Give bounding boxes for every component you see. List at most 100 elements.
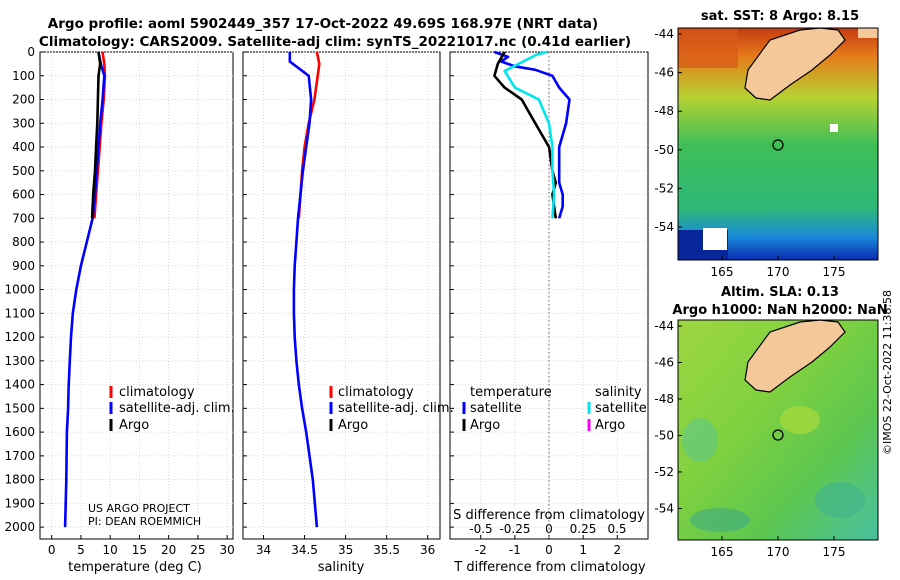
lat-tick-label: -46 [654,355,674,369]
sla-map: Altim. SLA: 0.13 Argo h1000: NaN h2000: … [654,285,887,559]
temperature-xlabel: temperature (deg C) [68,560,202,575]
sla-eddy [815,482,865,518]
depth-tick-label: 300 [12,116,35,130]
depth-tick-label: 100 [12,69,35,83]
nz-landmass [744,319,846,393]
x-tick-label: 15 [132,543,147,557]
difference-xlabel: T difference from climatology [453,560,646,575]
pi-credit: PI: DEAN ROEMMICH [88,515,201,528]
depth-tick-label: 1500 [4,401,35,415]
sst-map: sat. SST: 8 Argo: 8.15 -44 -46 -48 -50 -52 -5… [654,9,879,279]
depth-tick-label: 1600 [4,425,35,439]
x-tick-label: 5 [77,543,85,557]
depth-tick-label: 2000 [4,520,35,534]
lat-tick-label: -44 [654,319,674,333]
difference-legend: temperature satellite Argo salinity sate… [462,385,647,433]
depth-tick-label: 1000 [4,283,35,297]
sst-warm-patch [678,28,738,68]
series-satellite-adj-clim- [288,52,319,528]
figure-title-line2: Climatology: CARS2009. Satellite-adj cli… [39,34,631,50]
sla-eddy [682,418,718,462]
x-tick-label: -1 [509,543,521,557]
series-argo [90,51,102,219]
lat-tick-label: -50 [654,428,674,442]
x-tick-label: 2 [613,543,621,557]
depth-tick-label: 400 [12,140,35,154]
depth-tick-label: 1100 [4,306,35,320]
lat-tick-label: -54 [654,220,674,234]
legend-label-climatology: climatology [119,385,195,400]
x-tick-label: 35.5 [373,543,400,557]
lon-tick-label: 175 [823,265,846,279]
x-tick-label: 0 [48,543,56,557]
salinity-legend: climatology satellite-adj. clim. Argo [329,385,454,433]
lat-tick-label: -44 [654,27,674,41]
lon-tick-label: 165 [711,545,734,559]
legend-label-climatology: climatology [338,385,414,400]
x-tick-label: 36 [420,543,435,557]
depth-tick-label: 1300 [4,354,35,368]
lat-tick-label: -52 [654,181,674,195]
x-tick-label: 30 [220,543,235,557]
lon-tick-label: 170 [767,545,790,559]
argo-position-marker [772,429,784,441]
legend-label-satellite: satellite-adj. clim. [119,401,235,416]
series-satellite-adj-clim- [63,51,106,528]
depth-tick-label: 800 [12,235,35,249]
sla-eddy [780,406,820,434]
lat-tick-label: -46 [654,66,674,80]
x-tick-label: 34 [256,543,271,557]
depth-tick-label: 1900 [4,496,35,510]
s-tick-label: -0.5 [469,522,492,536]
x-tick-label: 25 [190,543,205,557]
depth-tick-label: 700 [12,211,35,225]
lon-tick-label: 175 [823,545,846,559]
sla-map-title2: Argo h1000: NaN h2000: NaN [672,303,887,318]
legend-label-temp-satellite: satellite [470,401,522,416]
lat-tick-label: -52 [654,465,674,479]
lat-tick-label: -50 [654,143,674,157]
x-tick-label: 20 [161,543,176,557]
legend-label-sal-argo: Argo [595,418,625,433]
sla-map-title1: Altim. SLA: 0.13 [721,285,839,300]
legend-label-temp-argo: Argo [470,418,500,433]
x-tick-label: 0 [545,543,553,557]
x-tick-label: 1 [579,543,587,557]
sst-cloud-mask [830,124,838,132]
temperature-legend: climatology satellite-adj. clim. Argo [109,385,235,433]
legend-label-satellite: satellite-adj. clim. [338,401,454,416]
series-salinity-satellite [503,50,556,219]
sst-cloud-mask [703,228,727,250]
imos-timestamp: ©IMOS 22-Oct-2022 11:38:58 [881,290,894,455]
argo-position-marker [772,139,784,151]
s-difference-label: S difference from climatology [453,508,645,523]
legend-label-sal-satellite: satellite [595,401,647,416]
sst-land-edge [858,28,878,38]
x-tick-label: -2 [475,543,487,557]
depth-tick-label: 600 [12,188,35,202]
legend-head-salinity: salinity [595,385,642,400]
lat-tick-label: -54 [654,501,674,515]
depth-tick-label: 500 [12,164,35,178]
depth-tick-label: 0 [27,45,35,59]
depth-tick-label: 1800 [4,473,35,487]
project-credit: US ARGO PROJECT [88,502,190,515]
lat-tick-label: -48 [654,392,674,406]
lon-tick-label: 170 [767,265,790,279]
salinity-panel [242,51,441,540]
legend-head-temperature: temperature [470,385,552,400]
sla-eddy [690,508,750,532]
legend-label-argo: Argo [338,418,368,433]
depth-tick-label: 1200 [4,330,35,344]
depth-tick-label: 1400 [4,378,35,392]
depth-tick-label: 1700 [4,449,35,463]
temperature-panel [39,51,234,540]
figure-title-line1: Argo profile: aoml 5902449_357 17-Oct-20… [48,16,598,32]
depth-tick-label: 900 [12,259,35,273]
series-temperature-satellite [493,50,571,219]
x-tick-label: 34.5 [291,543,318,557]
salinity-xlabel: salinity [318,560,365,575]
s-tick-label: -0.25 [499,522,530,536]
legend-label-argo: Argo [119,418,149,433]
x-tick-label: 35 [338,543,353,557]
